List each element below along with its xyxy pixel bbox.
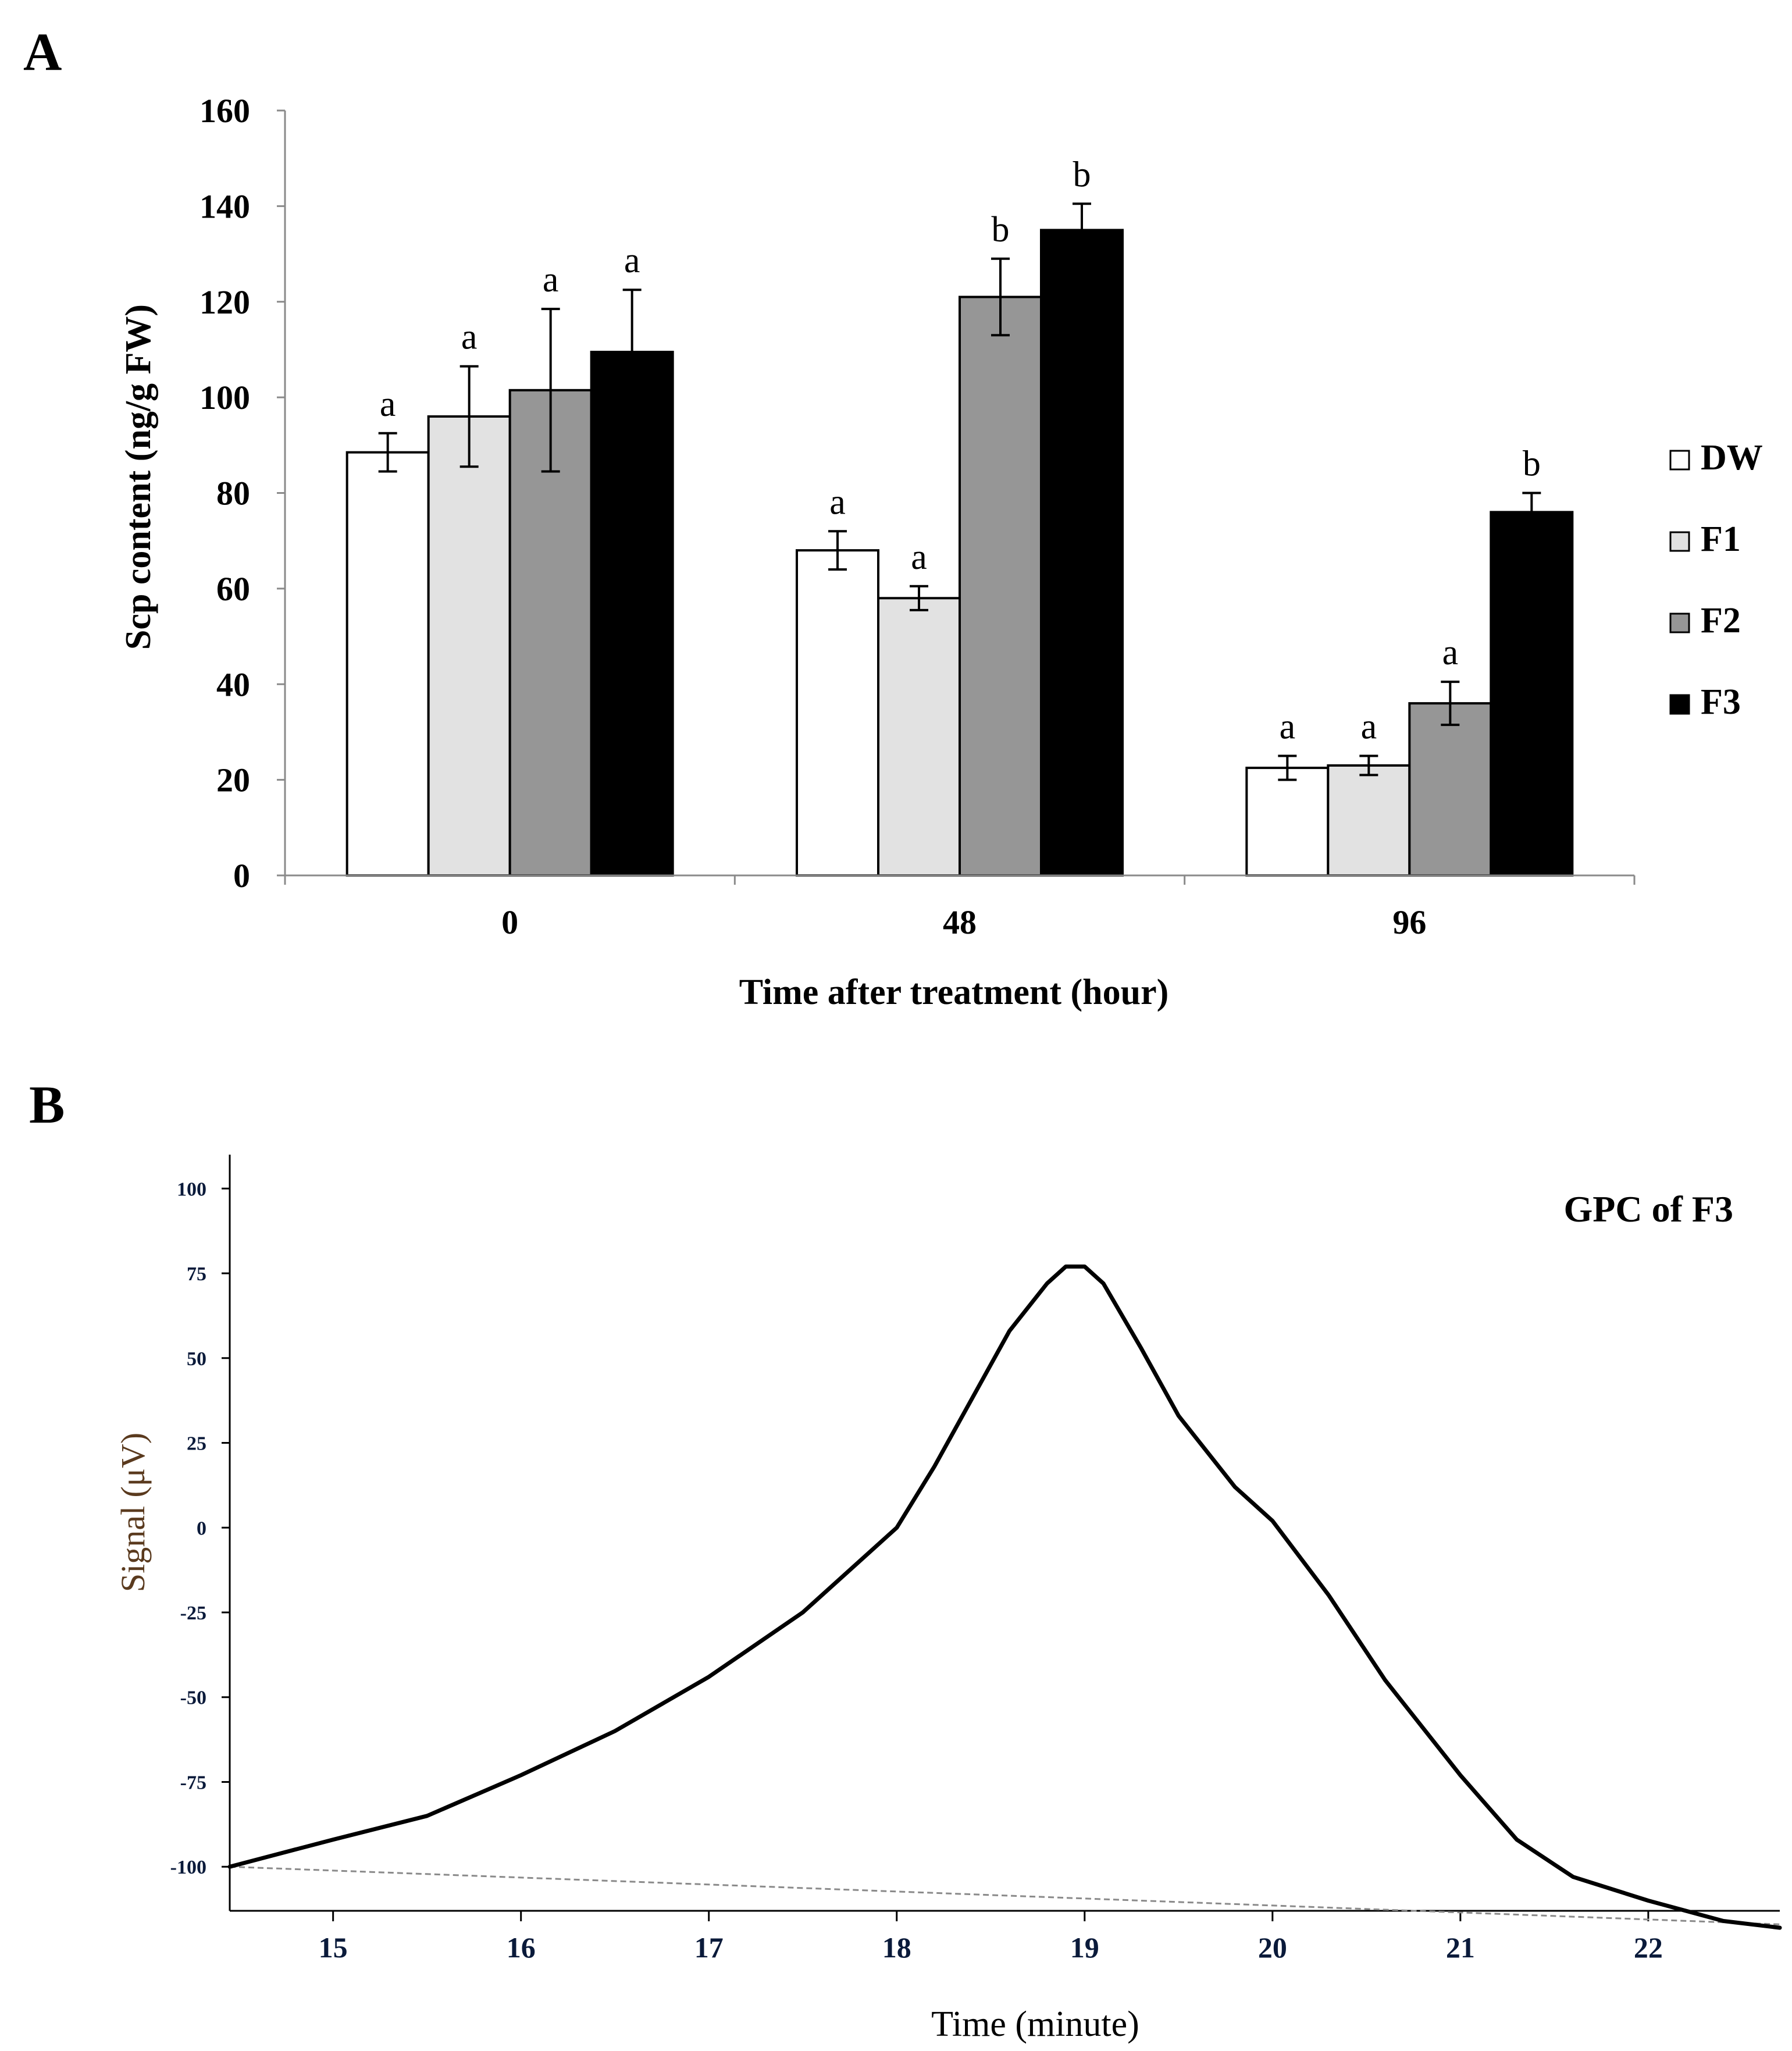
bar-f3 [1490, 511, 1574, 877]
panel-b-x-ticks: 15 16 17 18 19 20 21 22 [319, 1911, 1663, 1964]
bar-f2 [1408, 702, 1492, 877]
y-tick-label: -100 [170, 1857, 206, 1878]
x-tick-label: 96 [1392, 903, 1426, 941]
significance-letter: a [1361, 707, 1377, 747]
legend-swatch-dw [1669, 450, 1690, 471]
bar-dw [345, 451, 430, 877]
panel-a-significance-letters: a a a a a a b b a a a b [380, 155, 1541, 746]
bar-f1 [1327, 764, 1411, 877]
panel-a-y-ticks: 0 20 40 60 80 100 120 140 160 [199, 92, 285, 895]
significance-letter: b [992, 210, 1010, 250]
panel-a-x-axis-label: Time after treatment (hour) [739, 973, 1169, 1012]
significance-letter: b [1523, 444, 1541, 484]
significance-letter: a [461, 318, 478, 357]
y-tick-label: -75 [180, 1772, 206, 1793]
y-tick-label: 100 [177, 1178, 206, 1200]
panel-b-line-chart: B 100 75 50 25 0 -25 -50 -75 -100 15 16 17 18 19 20 21… [29, 1075, 1782, 2044]
y-tick-label: 50 [187, 1348, 206, 1370]
bar-dw [796, 549, 879, 877]
x-tick-label: 16 [507, 1931, 536, 1964]
legend-label-f1: F1 [1701, 519, 1741, 559]
panel-b-chart-title: GPC of F3 [1564, 1188, 1734, 1230]
panel-b-label: B [29, 1075, 65, 1134]
y-tick-label: 0 [197, 1518, 206, 1539]
panel-a-label: A [23, 22, 62, 81]
y-tick-label: 100 [199, 379, 250, 416]
y-tick-label: 40 [216, 665, 250, 703]
bar-f3 [590, 351, 674, 877]
significance-letter: a [911, 537, 927, 577]
significance-letter: a [1280, 707, 1296, 747]
x-tick-label: 19 [1070, 1931, 1099, 1964]
y-tick-label: 140 [199, 187, 250, 225]
significance-letter: a [829, 482, 846, 522]
y-tick-label: 20 [216, 761, 250, 799]
x-tick-label: 20 [1258, 1931, 1287, 1964]
x-tick-label: 17 [694, 1931, 724, 1964]
panel-b-signal-line [227, 1264, 1782, 1930]
significance-letter: a [380, 384, 396, 424]
x-tick-label: 22 [1634, 1931, 1663, 1964]
panel-a-x-ticks: 0 48 96 [284, 875, 1636, 941]
y-tick-label: 0 [233, 857, 250, 895]
significance-letter: a [1442, 633, 1459, 672]
bar-f3 [1040, 229, 1124, 877]
panel-a-y-axis-label: Scp content (ng/g FW) [119, 304, 158, 650]
bar-f2 [959, 295, 1042, 877]
y-tick-label: 60 [216, 570, 250, 608]
legend-label-f2: F2 [1701, 601, 1741, 640]
legend-swatch-f2 [1669, 613, 1690, 633]
y-tick-label: -50 [180, 1687, 206, 1709]
y-tick-label: 25 [187, 1433, 206, 1455]
panel-b-y-axis-label: Signal (μV) [114, 1433, 152, 1592]
significance-letter: b [1073, 155, 1091, 194]
y-tick-label: 120 [199, 283, 250, 321]
y-tick-label: 160 [199, 92, 250, 130]
panel-b-y-ticks: 100 75 50 25 0 -25 -50 -75 -100 [170, 1178, 230, 1878]
x-tick-label: 18 [882, 1931, 911, 1964]
y-tick-label: -25 [180, 1603, 206, 1624]
legend-label-dw: DW [1701, 438, 1763, 478]
panel-a-bar-chart: A a a a a a a b b a a a b 0 20 40 60 80 100 120 140 160 0 48… [23, 22, 1763, 1012]
bar-f1 [427, 415, 511, 877]
panel-a-error-bars [378, 202, 1541, 781]
legend-swatch-f1 [1669, 531, 1690, 552]
bar-f1 [877, 597, 961, 877]
x-tick-label: 0 [501, 903, 518, 941]
panel-b-x-axis-label: Time (minute) [931, 2004, 1139, 2044]
significance-letter: a [543, 260, 559, 300]
legend-swatch-f3 [1669, 694, 1690, 715]
panel-a-bars [345, 229, 1574, 877]
y-tick-label: 75 [187, 1263, 206, 1285]
legend-label-f3: F3 [1701, 682, 1741, 722]
x-tick-label: 48 [943, 903, 977, 941]
x-tick-label: 15 [319, 1931, 348, 1964]
significance-letter: a [624, 241, 640, 280]
panel-b-baseline-line [229, 1865, 1780, 1925]
panel-a-legend: DW F1 F2 F3 [1669, 438, 1763, 722]
bar-dw [1245, 767, 1330, 877]
y-tick-label: 80 [216, 475, 250, 512]
x-tick-label: 21 [1446, 1931, 1475, 1964]
